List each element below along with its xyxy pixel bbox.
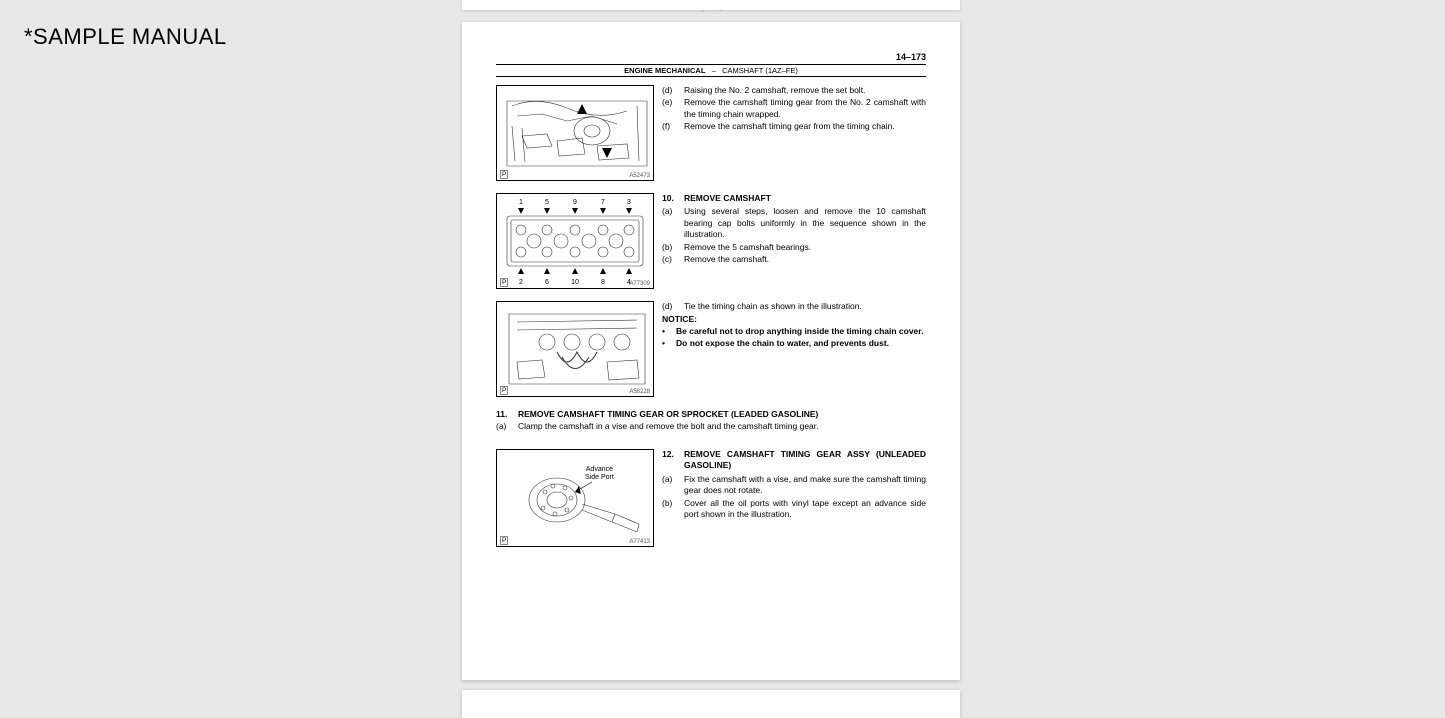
step-label: (b) [662,498,684,521]
heading-number: 11. [496,409,518,419]
figure-1-mark: P [500,170,508,179]
step-item: (e)Remove the camshaft timing gear from … [662,97,926,120]
bolt-sequence-diagram: 15973 261084 [497,194,653,288]
heading-number: 12. [662,449,684,472]
step-item: (a)Using several steps, loosen and remov… [662,206,926,240]
step-text: Remove the camshaft. [684,254,926,265]
step-text: Remove the camshaft timing gear from the… [684,121,926,132]
block-5-text: 12. REMOVE CAMSHAFT TIMING GEAR ASSY (UN… [662,449,926,522]
advance-port-label: AdvanceSide Port [585,466,614,481]
step-item: (c)Remove the camshaft. [662,254,926,265]
bullet-item: •Do not expose the chain to water, and p… [662,338,926,349]
block-3-steps: (d)Tie the timing chain as shown in the … [662,301,926,312]
header-dash: – [712,66,716,75]
step-label: (b) [662,242,684,253]
figure-3-mark: P [500,386,508,395]
step-label: (f) [662,121,684,132]
step-item: (a)Fix the camshaft with a vise, and mak… [662,474,926,497]
figure-5-ref: A77413 [629,539,650,545]
step-text: Fix the camshaft with a vise, and make s… [684,474,926,497]
block-4-heading: 11. REMOVE CAMSHAFT TIMING GEAR OR SPROC… [496,409,926,419]
heading-title: REMOVE CAMSHAFT TIMING GEAR ASSY (UNLEAD… [684,449,926,472]
block-2-heading: 10. REMOVE CAMSHAFT [662,193,926,204]
block-4-steps: (a)Clamp the camshaft in a vise and remo… [496,421,926,431]
figure-3: P A58228 [496,301,654,397]
step-label: (d) [662,85,684,96]
figure-1: P A52473 [496,85,654,181]
svg-text:5: 5 [545,199,549,206]
header-sub: CAMSHAFT (1AZ–FE) [722,66,798,75]
step-text: Remove the camshaft timing gear from the… [684,97,926,120]
timing-chain-diagram [497,302,653,396]
notice-bullets: •Be careful not to drop anything inside … [662,326,926,350]
bullet-text: Do not expose the chain to water, and pr… [676,338,926,349]
section-3: P A58228 (d)Tie the timing chain as show… [496,301,926,397]
step-text: Using several steps, loosen and remove t… [684,206,926,240]
header-section: ENGINE MECHANICAL [624,66,705,75]
figure-2-mark: P [500,278,508,287]
step-item: (d)Tie the timing chain as shown in the … [662,301,926,312]
step-label: (e) [662,97,684,120]
step-text: Tie the timing chain as shown in the ill… [684,301,926,312]
figure-5-mark: P [500,536,508,545]
timing-gear-assy-diagram [497,450,653,546]
step-item: (f)Remove the camshaft timing gear from … [662,121,926,132]
figure-3-ref: A58228 [629,389,650,395]
section-5: AdvanceSide Port P A77413 12. REMOVE CAM… [496,449,926,547]
svg-text:6: 6 [545,279,549,286]
svg-text:9: 9 [573,199,577,206]
page-number: 14–173 [496,52,926,62]
block-5-steps: (a)Fix the camshaft with a vise, and mak… [662,474,926,521]
svg-text:1: 1 [519,199,523,206]
sample-manual-label: *SAMPLE MANUAL [24,24,227,50]
svg-text:10: 10 [571,279,579,286]
block-2-steps: (a)Using several steps, loosen and remov… [662,206,926,265]
figure-2: 15973 261084 P A77309 [496,193,654,289]
notice-label: NOTICE: [662,314,926,325]
engine-diagram-1 [497,86,653,180]
bullet-text: Be careful not to drop anything inside t… [676,326,926,337]
step-item: (b)Remove the 5 camshaft bearings. [662,242,926,253]
heading-number: 10. [662,193,684,204]
bullet-item: •Be careful not to drop anything inside … [662,326,926,337]
step-label: (a) [662,206,684,240]
previous-page-edge [462,0,960,10]
step-label: (a) [662,474,684,497]
step-label: (a) [496,421,518,431]
block-3-text: (d)Tie the timing chain as shown in the … [662,301,926,351]
svg-text:8: 8 [601,279,605,286]
heading-title: REMOVE CAMSHAFT TIMING GEAR OR SPROCKET … [518,409,926,419]
step-label: (c) [662,254,684,265]
step-text: Raising the No. 2 camshaft, remove the s… [684,85,926,96]
svg-text:7: 7 [601,199,605,206]
bullet-dot: • [662,338,676,349]
step-item: (b)Cover all the oil ports with vinyl ta… [662,498,926,521]
section-4: 11. REMOVE CAMSHAFT TIMING GEAR OR SPROC… [496,409,926,431]
step-text: Remove the 5 camshaft bearings. [684,242,926,253]
step-label: (d) [662,301,684,312]
section-2: 15973 261084 P A77309 10. REMOVE CAMSHAF… [496,193,926,289]
bullet-dot: • [662,326,676,337]
figure-1-ref: A52473 [629,173,650,179]
block-5-heading: 12. REMOVE CAMSHAFT TIMING GEAR ASSY (UN… [662,449,926,472]
page-header: ENGINE MECHANICAL – CAMSHAFT (1AZ–FE) [496,64,926,77]
block-1-text: (d)Raising the No. 2 camshaft, remove th… [662,85,926,134]
svg-text:3: 3 [627,199,631,206]
block-2-text: 10. REMOVE CAMSHAFT (a)Using several ste… [662,193,926,267]
step-item: (d)Raising the No. 2 camshaft, remove th… [662,85,926,96]
step-item: (a)Clamp the camshaft in a vise and remo… [496,421,926,431]
step-text: Cover all the oil ports with vinyl tape … [684,498,926,521]
step-text: Clamp the camshaft in a vise and remove … [518,421,926,431]
figure-5: AdvanceSide Port P A77413 [496,449,654,547]
svg-text:2: 2 [519,279,523,286]
section-1: P A52473 (d)Raising the No. 2 camshaft, … [496,85,926,181]
block-1-steps: (d)Raising the No. 2 camshaft, remove th… [662,85,926,133]
figure-2-ref: A77309 [629,281,650,287]
next-page-edge [462,690,960,718]
heading-title: REMOVE CAMSHAFT [684,193,926,204]
manual-page: 14–173 ENGINE MECHANICAL – CAMSHAFT (1AZ… [462,22,960,680]
